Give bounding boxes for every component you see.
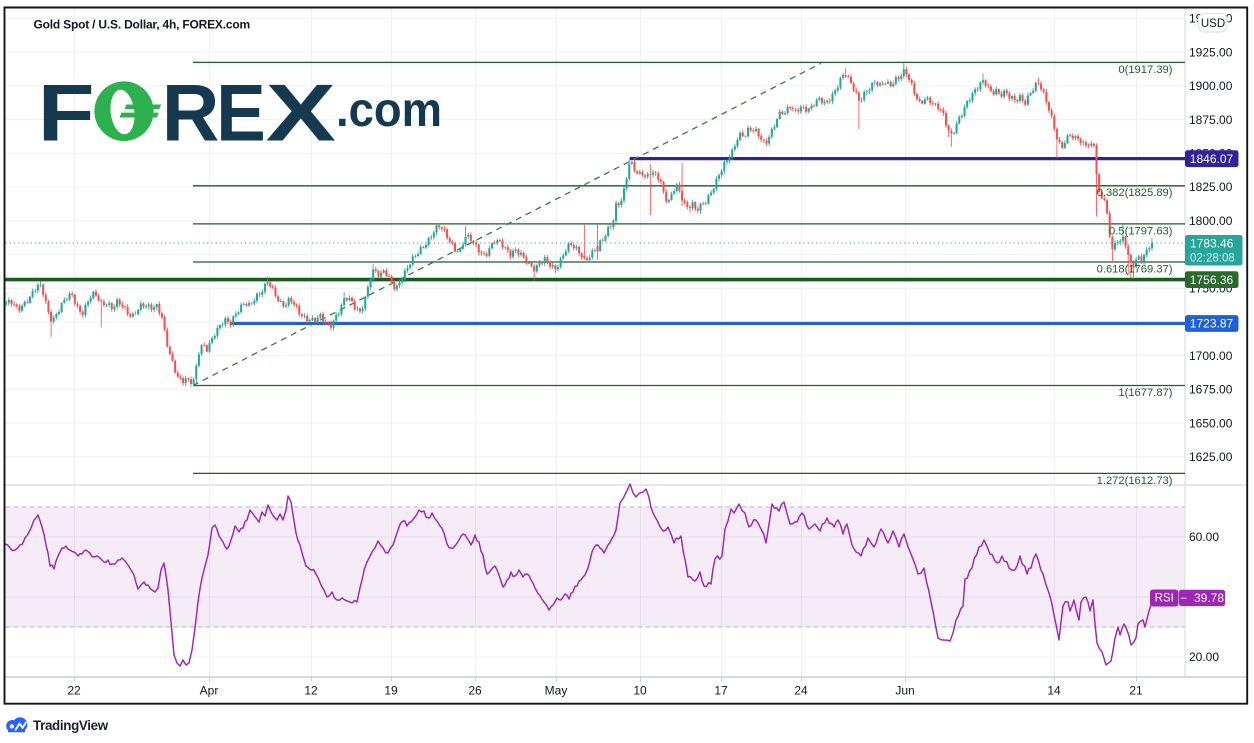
svg-text:02:28:08: 02:28:08 bbox=[1190, 253, 1235, 265]
svg-text:1625.00: 1625.00 bbox=[1189, 450, 1233, 464]
svg-text:12: 12 bbox=[304, 683, 318, 697]
svg-text:10: 10 bbox=[633, 683, 647, 697]
svg-text:1700.00: 1700.00 bbox=[1189, 349, 1233, 363]
svg-text:1(1677.87): 1(1677.87) bbox=[1118, 387, 1172, 399]
svg-text:20.00: 20.00 bbox=[1189, 650, 1219, 664]
svg-text:0(1917.39): 0(1917.39) bbox=[1118, 64, 1172, 76]
svg-text:1800.00: 1800.00 bbox=[1189, 214, 1233, 228]
svg-text:.com: .com bbox=[336, 84, 442, 137]
svg-text:22: 22 bbox=[67, 683, 81, 697]
svg-text:USD: USD bbox=[1201, 18, 1225, 30]
svg-text:1925.00: 1925.00 bbox=[1189, 45, 1233, 59]
svg-text:TradingView: TradingView bbox=[33, 718, 109, 733]
svg-text:May: May bbox=[545, 683, 568, 697]
svg-text:1.272(1612.73): 1.272(1612.73) bbox=[1097, 475, 1173, 487]
svg-text:1783.46: 1783.46 bbox=[1190, 237, 1234, 251]
svg-text:21: 21 bbox=[1129, 683, 1143, 697]
svg-text:R: R bbox=[162, 69, 220, 159]
svg-text:14: 14 bbox=[1047, 683, 1061, 697]
svg-text:Gold Spot / U.S. Dollar, 4h, F: Gold Spot / U.S. Dollar, 4h, FOREX.com bbox=[34, 18, 250, 32]
svg-text:0.618(1769.37): 0.618(1769.37) bbox=[1097, 263, 1173, 275]
svg-text:1675.00: 1675.00 bbox=[1189, 383, 1233, 397]
svg-text:39.78: 39.78 bbox=[1194, 591, 1224, 605]
svg-text:0.382(1825.89): 0.382(1825.89) bbox=[1097, 187, 1173, 199]
svg-text:1756.36: 1756.36 bbox=[1190, 273, 1234, 287]
svg-text:17: 17 bbox=[714, 683, 728, 697]
svg-text:1846.07: 1846.07 bbox=[1190, 152, 1234, 166]
svg-text:1900.00: 1900.00 bbox=[1189, 79, 1233, 93]
svg-text:Apr: Apr bbox=[200, 683, 219, 697]
svg-text:1825.00: 1825.00 bbox=[1189, 180, 1233, 194]
svg-text:1723.87: 1723.87 bbox=[1190, 317, 1234, 331]
svg-text:RSI: RSI bbox=[1155, 593, 1174, 605]
svg-text:–: – bbox=[1181, 592, 1188, 604]
svg-text:60.00: 60.00 bbox=[1189, 530, 1219, 544]
svg-text:Jun: Jun bbox=[895, 683, 914, 697]
svg-text:24: 24 bbox=[794, 683, 808, 697]
svg-text:E: E bbox=[216, 69, 266, 159]
svg-text:19: 19 bbox=[384, 683, 398, 697]
svg-text:X: X bbox=[266, 69, 336, 159]
svg-text:26: 26 bbox=[468, 683, 482, 697]
svg-text:1875.00: 1875.00 bbox=[1189, 113, 1233, 127]
svg-text:1650.00: 1650.00 bbox=[1189, 416, 1233, 430]
svg-text:F: F bbox=[38, 69, 95, 159]
svg-text:0.5(1797.63): 0.5(1797.63) bbox=[1109, 225, 1173, 237]
